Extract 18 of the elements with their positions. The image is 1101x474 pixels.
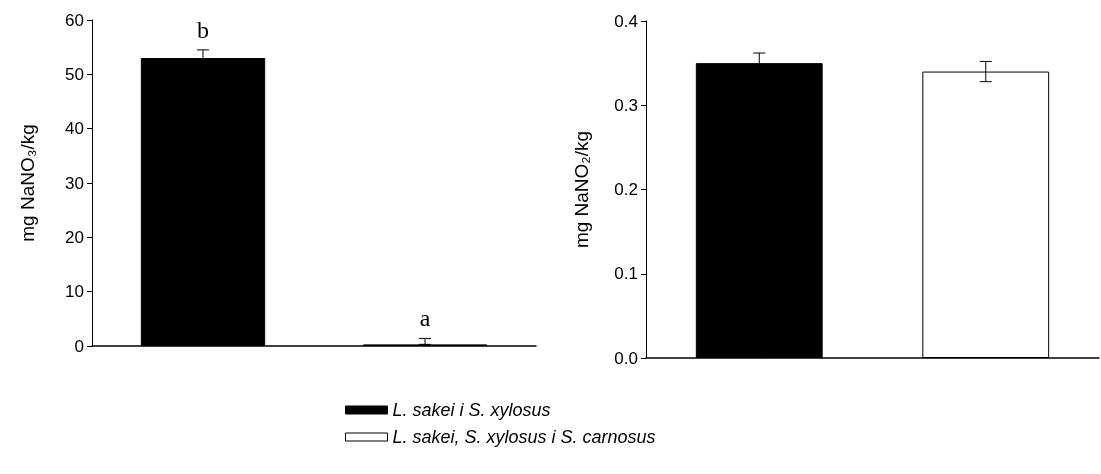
y-tick-label: 60 <box>65 10 84 30</box>
y-tick-label: 30 <box>65 173 84 193</box>
y-tick-label: 40 <box>65 119 84 139</box>
y-tick-label: 50 <box>65 64 84 84</box>
y-tick-label: 0.4 <box>614 11 638 31</box>
legend-label: L. sakei, S. xylosus i S. carnosus <box>392 427 656 447</box>
y-tick-label: 10 <box>65 282 84 302</box>
annotation: a <box>419 305 431 332</box>
y-tick-label: 0.1 <box>614 264 638 284</box>
y-tick-label: 0 <box>74 336 84 356</box>
y-axis-title: mg NaNO₂/kg <box>571 130 592 249</box>
y-tick-label: 0.0 <box>614 348 638 368</box>
annotation: b <box>197 16 209 43</box>
y-tick-label: 0.3 <box>614 95 638 115</box>
y-axis-title: mg NaNO₃/kg <box>17 124 38 242</box>
legend-label: L. sakei i S. xylosus <box>392 400 551 420</box>
y-tick-label: 0.2 <box>614 180 638 199</box>
y-tick-label: 20 <box>65 227 84 247</box>
